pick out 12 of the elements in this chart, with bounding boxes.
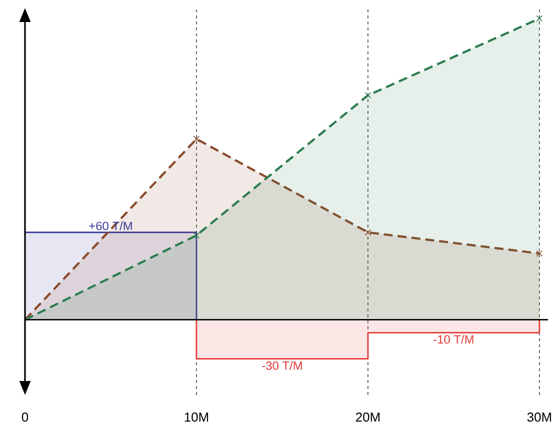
point [193,136,200,142]
x-tick-label: 20M [356,412,380,422]
x-tick-label: 30M [527,412,551,422]
point [536,250,543,257]
x-tick-label: 10M [184,412,208,422]
point [536,15,543,22]
annotation: -10 T/M [434,334,474,344]
point [364,229,372,236]
point [364,92,372,99]
annotation: -30 T/M [262,361,302,370]
x-tick-label: 0 [22,412,28,422]
point [193,232,200,239]
